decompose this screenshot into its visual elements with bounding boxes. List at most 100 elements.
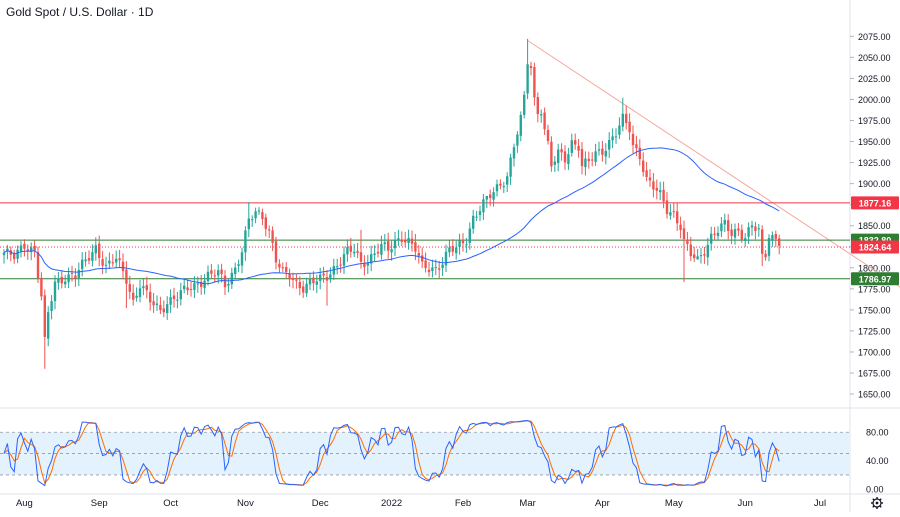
candle: [70, 265, 74, 282]
candle: [40, 272, 43, 301]
candle-body: [390, 249, 393, 253]
candle-body: [587, 158, 590, 162]
candle: [679, 216, 682, 239]
candle: [723, 213, 726, 232]
candle: [98, 235, 101, 267]
candle-body: [159, 304, 162, 311]
price-tick-label: 2025.00: [858, 74, 891, 84]
candle-body: [672, 211, 675, 213]
candle-body: [155, 303, 159, 306]
price-tick-label: 1750.00: [858, 305, 891, 315]
chart-title: Gold Spot / U.S. Dollar · 1D: [6, 5, 154, 19]
candle: [183, 278, 186, 294]
candle: [764, 249, 767, 261]
time-tick-label: Mar: [519, 498, 535, 509]
candle: [6, 245, 9, 260]
price-tick-label: 2075.00: [858, 32, 891, 42]
candle-body: [206, 271, 210, 282]
candle-body: [298, 281, 301, 289]
candle: [407, 229, 410, 250]
candle-body: [308, 279, 312, 285]
candle-body: [57, 278, 60, 283]
candle-body: [512, 147, 516, 159]
candle-body: [744, 238, 747, 242]
candle: [621, 97, 624, 132]
candle-body: [145, 285, 148, 291]
candle-body: [526, 64, 529, 94]
candle: [631, 125, 635, 154]
candle: [271, 226, 274, 252]
candle: [519, 111, 522, 142]
candle-body: [676, 211, 679, 224]
candle-body: [339, 264, 342, 266]
candle: [2, 249, 6, 264]
candle-body: [186, 287, 189, 291]
candle: [529, 61, 533, 76]
candle: [53, 275, 57, 310]
candle: [577, 139, 580, 158]
candle-body: [475, 216, 478, 218]
candle: [125, 261, 128, 309]
candle: [604, 143, 607, 165]
candle-body: [438, 268, 441, 270]
candle-body: [322, 273, 325, 276]
candle-body: [342, 254, 346, 266]
candle-body: [740, 229, 743, 240]
candle-body: [234, 267, 237, 274]
candle-body: [682, 228, 686, 239]
candle-body: [285, 267, 288, 272]
price-tick-label: 2050.00: [858, 53, 891, 63]
candle-body: [611, 136, 614, 141]
candle-body: [489, 194, 492, 199]
candle: [135, 287, 138, 302]
candle-body: [152, 301, 155, 306]
candle: [546, 124, 550, 145]
candle-body: [499, 183, 502, 186]
candle-body: [584, 158, 587, 168]
candle-body: [373, 253, 376, 256]
candle: [553, 156, 556, 172]
candle-body: [421, 255, 424, 262]
candle-body: [536, 97, 539, 115]
candle: [155, 295, 159, 312]
candle-body: [179, 290, 182, 300]
candle: [342, 246, 346, 274]
level-tag: 1786.97: [851, 272, 899, 286]
candle-body: [478, 211, 482, 216]
candle-body: [540, 114, 543, 116]
candle-body: [404, 240, 407, 243]
candle: [710, 226, 713, 251]
candle-body: [142, 286, 145, 289]
candle: [686, 231, 689, 251]
price-axis: 2075.00 2050.00 2025.00 2000.00 1975.00 1950.…: [850, 32, 891, 400]
candle: [669, 204, 672, 220]
candle: [353, 243, 356, 258]
level-tag-box: [851, 196, 899, 210]
candle-body: [111, 262, 114, 264]
candle: [489, 189, 492, 207]
candle: [108, 252, 111, 270]
candle: [57, 272, 60, 290]
candle-body: [747, 227, 750, 237]
candle-body: [53, 281, 57, 302]
candle: [475, 210, 478, 221]
candle-body: [604, 150, 607, 157]
candle: [305, 277, 308, 297]
candle-body: [397, 238, 400, 240]
candle-body: [281, 267, 284, 269]
candle-body: [33, 245, 36, 251]
candle-body: [635, 144, 638, 149]
candle: [570, 133, 573, 157]
gear-icon[interactable]: [871, 497, 883, 509]
candle: [468, 222, 471, 250]
candle: [67, 267, 70, 289]
candle: [465, 237, 468, 253]
candle-body: [169, 297, 172, 305]
candle-body: [543, 112, 546, 130]
gear-icon-tooth: [872, 498, 875, 501]
candle-body: [115, 258, 118, 263]
candles: [2, 38, 781, 369]
candle: [750, 220, 754, 236]
candle-body: [240, 252, 244, 266]
